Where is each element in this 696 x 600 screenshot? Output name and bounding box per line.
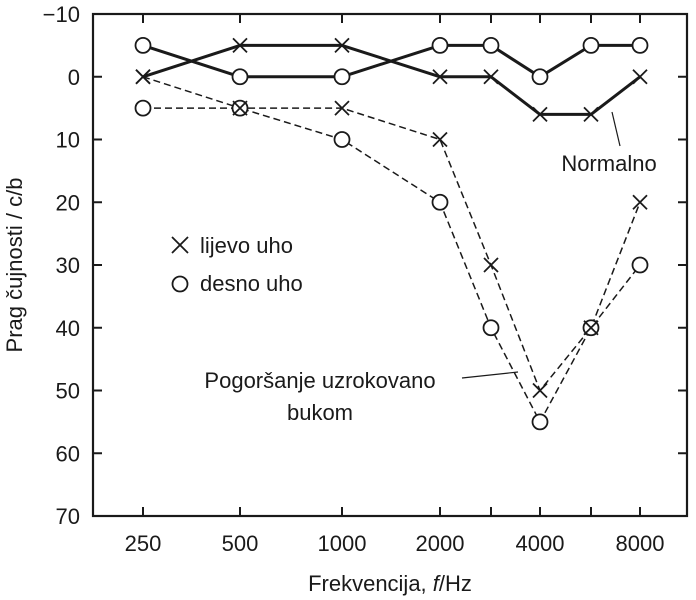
cross-stroke — [232, 37, 248, 54]
data-point-cross-noise-left-ear — [532, 382, 548, 399]
cross-stroke — [483, 257, 499, 273]
cross-stroke — [232, 100, 248, 116]
x-tick-label: 4000 — [516, 531, 565, 556]
y-tick-label: 40 — [56, 316, 80, 341]
data-point-circle-normal-right-ear — [231, 68, 249, 86]
series-lines — [142, 43, 641, 423]
cross-stroke — [532, 106, 548, 123]
normal-annotation-leader — [611, 111, 621, 147]
x-tick-label: 8000 — [616, 531, 665, 556]
series-markers — [134, 36, 649, 431]
y-tick-label: −10 — [43, 2, 80, 27]
y-tick-label: 0 — [68, 65, 80, 90]
series-line-normal-left-ear — [142, 43, 641, 116]
series-line-noise-left-ear — [142, 76, 641, 392]
data-point-circle-normal-right-ear — [134, 36, 152, 54]
data-point-circle-noise-right-ear — [482, 319, 500, 337]
plot-frame — [91, 12, 689, 518]
normal-annotation-bg — [544, 147, 674, 179]
data-point-cross-normal-left-ear — [432, 69, 448, 85]
y-tick-label: 10 — [56, 128, 80, 153]
noise-annotation-line1: Pogoršanje uzrokovano — [204, 368, 435, 393]
cross-stroke — [483, 69, 499, 85]
data-marks — [134, 36, 649, 431]
y-tick-label: 60 — [56, 441, 80, 466]
legend-label-left-ear: lijevo uho — [200, 233, 293, 258]
data-point-cross-normal-left-ear — [632, 69, 648, 85]
cross-stroke — [432, 131, 448, 148]
x-tick-label: 2000 — [416, 531, 465, 556]
cross-stroke — [334, 37, 350, 54]
data-point-cross-normal-left-ear — [583, 106, 599, 123]
y-tick-label: 30 — [56, 253, 80, 278]
data-point-circle-normal-right-ear — [582, 36, 600, 54]
y-axis-label: Prag čujnosti / c/b — [2, 178, 27, 353]
cross-stroke — [135, 69, 151, 85]
y-tick-label: 20 — [56, 190, 80, 215]
data-point-circle-normal-right-ear — [333, 68, 351, 86]
cross-stroke — [583, 320, 599, 336]
x-axis-label: Frekvencija, f/Hz — [308, 571, 472, 596]
noise-annotation-leader — [461, 371, 519, 379]
legend-cross-marker — [171, 236, 189, 254]
data-point-cross-normal-left-ear — [232, 37, 248, 54]
cross-stroke — [432, 69, 448, 85]
noise-annotation-bg — [176, 362, 460, 432]
data-point-circle-normal-right-ear — [531, 68, 549, 86]
x-tick-label: 1000 — [318, 531, 367, 556]
y-tick-label: 70 — [56, 504, 80, 529]
data-point-circle-normal-right-ear — [631, 36, 649, 54]
data-point-cross-noise-left-ear — [135, 69, 151, 85]
data-point-circle-noise-right-ear — [134, 99, 152, 117]
series-line-normal-right-ear — [142, 43, 640, 79]
axis-ticks — [93, 14, 687, 516]
data-point-circle-noise-right-ear — [431, 193, 449, 211]
data-point-cross-noise-left-ear — [432, 131, 448, 148]
data-point-cross-noise-left-ear — [632, 194, 648, 210]
data-point-circle-normal-right-ear — [482, 36, 500, 54]
data-point-cross-normal-left-ear — [334, 37, 350, 54]
normal-annotation: Normalno — [561, 151, 656, 176]
data-point-cross-normal-left-ear — [483, 69, 499, 85]
x-tick-labels: 250 500 1000 2000 4000 8000 — [125, 531, 665, 556]
x-tick-label: 500 — [222, 531, 259, 556]
cross-stroke — [632, 194, 648, 210]
legend: lijevo uho desno uho — [171, 233, 303, 296]
legend-circle-marker — [171, 275, 189, 293]
series-line-noise-right-ear — [143, 107, 641, 423]
cross-stroke — [583, 106, 599, 123]
cross-stroke — [532, 382, 548, 399]
data-point-circle-noise-right-ear — [531, 413, 549, 431]
data-point-circle-noise-right-ear — [631, 256, 649, 274]
data-point-cross-noise-left-ear — [334, 100, 350, 116]
x-tick-label: 250 — [125, 531, 162, 556]
legend-label-right-ear: desno uho — [200, 271, 303, 296]
data-point-circle-noise-right-ear — [333, 131, 351, 148]
data-point-cross-noise-left-ear — [583, 320, 599, 336]
noise-annotation-line2: bukom — [287, 400, 353, 425]
data-point-cross-noise-left-ear — [232, 100, 248, 116]
cross-stroke — [632, 69, 648, 85]
y-tick-labels: −10 0 10 20 30 40 50 60 70 — [43, 2, 80, 529]
data-point-cross-noise-left-ear — [483, 257, 499, 273]
cross-stroke — [334, 100, 350, 116]
y-tick-label: 50 — [56, 379, 80, 404]
data-point-cross-normal-left-ear — [532, 106, 548, 123]
data-point-circle-normal-right-ear — [431, 36, 449, 54]
